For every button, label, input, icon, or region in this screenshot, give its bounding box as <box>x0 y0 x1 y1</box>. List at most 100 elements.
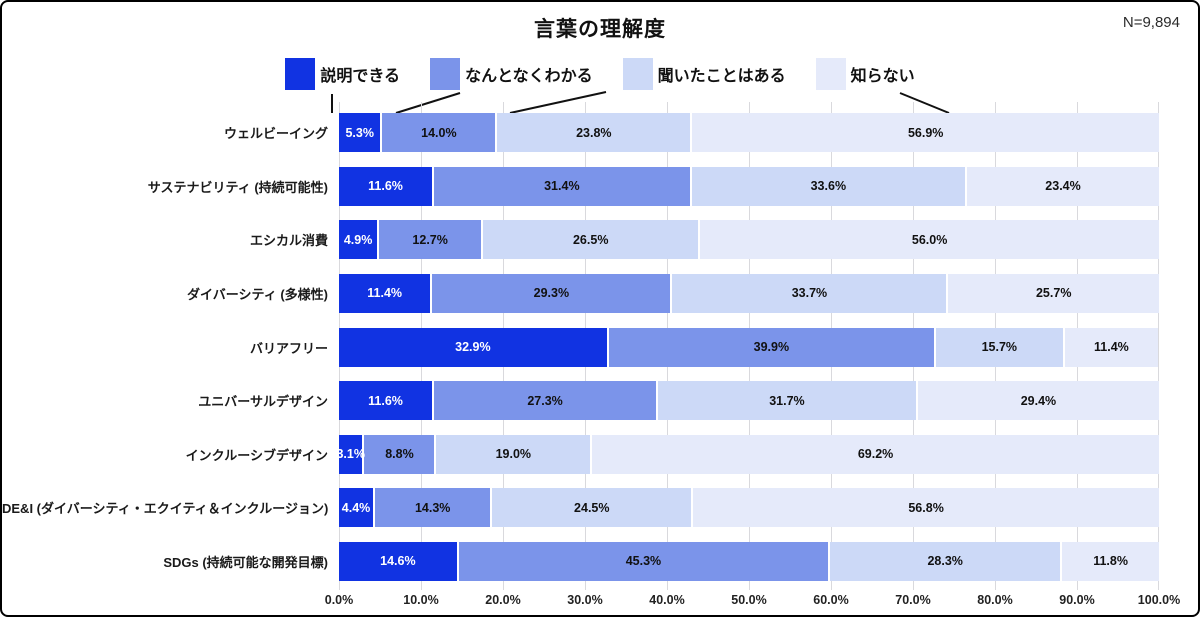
x-axis: 0.0% 10.0% 20.0% 30.0% 40.0% 50.0% 60.0% 70.0% 8… <box>325 593 1180 611</box>
segment-value-label: 56.0% <box>911 232 948 247</box>
bar-segment: 24.5% <box>492 488 694 528</box>
legend-item: 聞いたことはある <box>622 58 786 90</box>
sample-size-label: N=9,894 <box>1122 14 1180 31</box>
bar-segment: 33.6% <box>691 166 968 206</box>
segment-value-label: 69.2% <box>857 447 894 462</box>
legend-item: 知らない <box>815 58 915 90</box>
bar-segment: 56.0% <box>700 220 1160 260</box>
bar-segment: 5.3% <box>339 113 383 153</box>
stacked-bar: 4.9% 12.7% 26.5% 56.0% <box>339 220 1160 260</box>
category-label: バリアフリー <box>249 340 328 356</box>
category-label: SDGs (持続可能な開発目標) <box>163 554 328 570</box>
x-axis-tick-label: 100.0% <box>1137 593 1181 607</box>
segment-value-label: 5.3% <box>345 125 374 140</box>
segment-value-label: 56.8% <box>908 500 944 515</box>
chart-title: 言葉の理解度 <box>534 18 666 41</box>
bar-segment: 29.3% <box>432 273 673 313</box>
bar-segment: 19.0% <box>436 434 593 474</box>
bar-row: SDGs (持続可能な開発目標) 14.6% 45.3% 28.3% 11.8% <box>2 535 1159 589</box>
bar-row: サステナビリティ (持続可能性) 11.6% 31.4% 33.6% 23.4% <box>2 160 1159 214</box>
bar-segment: 4.9% <box>339 220 380 260</box>
x-axis-tick-label: 20.0% <box>485 593 521 607</box>
legend-swatch-icon <box>285 58 316 90</box>
segment-value-label: 29.3% <box>533 286 570 301</box>
segment-value-label: 24.5% <box>574 500 610 515</box>
bar-segment: 45.3% <box>458 541 831 581</box>
category-label: ダイバーシティ (多様性) <box>187 286 328 302</box>
legend-label: なんとなくわかる <box>465 68 593 85</box>
segment-value-label: 11.4% <box>367 286 403 301</box>
segment-value-label: 14.3% <box>414 500 451 515</box>
segment-value-label: 32.9% <box>455 340 491 355</box>
bar-segment: 27.3% <box>434 381 658 421</box>
legend-swatch-icon <box>430 58 461 90</box>
segment-value-label: 8.8% <box>385 447 414 462</box>
bar-row: バリアフリー 32.9% 39.9% 15.7% 11.4% <box>2 320 1159 374</box>
bar-segment: 14.3% <box>375 488 493 528</box>
segment-value-label: 45.3% <box>625 554 662 569</box>
segment-value-label: 4.4% <box>341 500 371 515</box>
x-axis-tick-label: 40.0% <box>649 593 685 607</box>
bar-segment: 31.4% <box>434 166 692 206</box>
bar-segment: 69.2% <box>592 434 1159 474</box>
segment-value-label: 14.0% <box>421 125 457 140</box>
legend: 説明できる なんとなくわかる 聞いたことはある 知らない <box>2 58 1198 90</box>
bar-row: インクルーシブデザイン 3.1% 8.8% 19.0% 69.2% <box>2 427 1159 481</box>
bar-segment: 11.4% <box>339 273 433 313</box>
legend-label: 知らない <box>850 68 915 85</box>
bar-segment: 12.7% <box>379 220 484 260</box>
x-axis-tick-label: 70.0% <box>895 593 931 607</box>
stacked-bar: 32.9% 39.9% 15.7% 11.4% <box>339 327 1159 367</box>
bar-segment: 15.7% <box>935 327 1065 367</box>
bar-segment: 8.8% <box>364 434 437 474</box>
segment-value-label: 33.6% <box>810 179 847 194</box>
x-axis-tick-label: 30.0% <box>567 593 603 607</box>
bar-segment: 29.4% <box>917 381 1159 421</box>
x-axis-tick-label: 10.0% <box>403 593 439 607</box>
segment-value-label: 23.8% <box>576 125 612 140</box>
x-axis-tick-label: 50.0% <box>731 593 767 607</box>
segment-value-label: 12.7% <box>412 232 448 247</box>
segment-value-label: 25.7% <box>1035 286 1072 301</box>
category-label: ウェルビーイング <box>223 126 328 142</box>
segment-value-label: 15.7% <box>981 340 1018 355</box>
gridline <box>1158 102 1159 590</box>
segment-value-label: 4.9% <box>343 232 373 247</box>
bar-segment: 39.9% <box>608 327 936 367</box>
bar-rows: ウェルビーイング 5.3% 14.0% 23.8% 56.9% サステナビリティ (持続可… <box>2 106 1160 589</box>
segment-value-label: 27.3% <box>527 393 563 408</box>
legend-item: 説明できる <box>285 58 400 90</box>
segment-value-label: 28.3% <box>927 554 963 569</box>
segment-value-label: 11.8% <box>1093 554 1128 569</box>
legend-label: 説明できる <box>320 68 401 85</box>
legend-label: 聞いたことはある <box>657 68 786 85</box>
legend-item: なんとなくわかる <box>430 58 593 90</box>
x-axis-tick-label: 60.0% <box>813 593 849 607</box>
stacked-bar: 11.6% 27.3% 31.7% 29.4% <box>339 381 1159 421</box>
stacked-bar: 11.6% 31.4% 33.6% 23.4% <box>339 166 1159 206</box>
segment-value-label: 33.7% <box>791 286 828 301</box>
bar-segment: 3.1% <box>336 434 365 474</box>
bar-segment: 11.4% <box>1064 327 1159 367</box>
stacked-bar: 11.4% 29.3% 33.7% 25.7% <box>339 273 1159 313</box>
segment-value-label: 26.5% <box>572 232 609 247</box>
legend-swatch-icon <box>622 58 653 90</box>
segment-value-label: 11.6% <box>368 179 403 194</box>
segment-value-label: 23.4% <box>1045 179 1081 194</box>
segment-value-label: 56.9% <box>907 125 944 140</box>
category-label: インクルーシブデザイン <box>185 447 328 463</box>
bar-segment: 14.6% <box>339 541 459 581</box>
bar-row: エシカル消費 4.9% 12.7% 26.5% 56.0% <box>2 213 1160 267</box>
stacked-bar: 3.1% 8.8% 19.0% 69.2% <box>336 434 1159 474</box>
bar-segment: 28.3% <box>830 541 1063 581</box>
segment-value-label: 31.7% <box>769 393 805 408</box>
bar-segment: 11.6% <box>339 166 435 206</box>
bar-segment: 14.0% <box>382 113 498 153</box>
x-axis-tick-label: 0.0% <box>324 593 354 607</box>
bar-segment: 25.7% <box>948 273 1159 313</box>
category-label: サステナビリティ (持続可能性) <box>147 179 328 195</box>
bar-segment: 26.5% <box>483 220 701 260</box>
x-axis-tick-label: 80.0% <box>977 593 1013 607</box>
bar-segment: 56.9% <box>692 113 1159 153</box>
